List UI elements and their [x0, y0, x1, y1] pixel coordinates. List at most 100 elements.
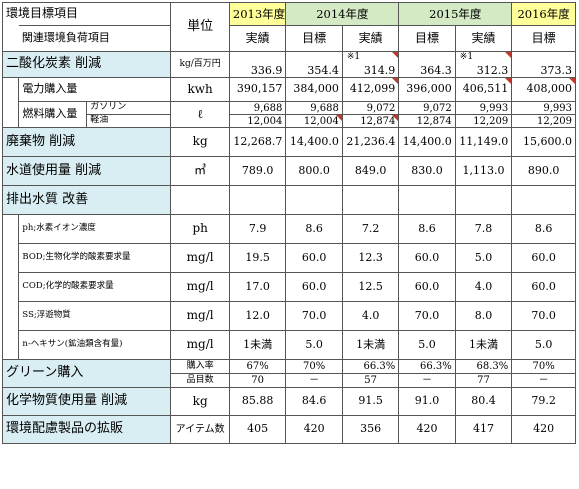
- environment-target-table-wrapper: 環境目標項目 単位 2013年度 2014年度 2015年度 2016年度 関連…: [1, 2, 576, 444]
- electricity-2015-actual: 406,511: [454, 77, 513, 102]
- chemical-label: 化学物質使用量 削減: [1, 387, 172, 416]
- effluent-cod-2015-actual: 4.0: [454, 272, 513, 302]
- effluent-cod-2013: 17.0: [228, 272, 287, 302]
- effluent-cod-label: COD;化学的酸素要求量: [18, 272, 172, 302]
- chemical-2015-target: 91.0: [398, 387, 456, 416]
- chemical-2014-target: 84.6: [285, 387, 343, 416]
- header-sub-title: 関連環境負荷項目: [18, 25, 172, 52]
- effluent-cod-2014-actual: 12.5: [341, 272, 400, 302]
- header-year-2013: 2013年度: [228, 2, 287, 26]
- diesel-2014-target: 12,004: [285, 114, 343, 128]
- electricity-2015-target: 396,000: [398, 77, 456, 102]
- header-2013-actual: 実績: [228, 25, 287, 52]
- effluent-ss-2014-target: 70.0: [285, 301, 343, 331]
- effluent-ss-2013: 12.0: [228, 301, 287, 331]
- co2-2014-actual: ※1 314.9: [341, 51, 400, 78]
- water-unit: ㎥: [170, 156, 230, 186]
- effluent-cod-unit: mg/l: [170, 272, 230, 302]
- green-items-2014-target: －: [285, 373, 343, 388]
- eco-products-2014-actual: 356: [341, 415, 400, 444]
- header-2014-actual: 実績: [341, 25, 400, 52]
- co2-label: 二酸化炭素 削減: [1, 51, 172, 78]
- effluent-bod-2015-actual: 5.0: [454, 243, 513, 273]
- diesel-2015-actual: 12,209: [454, 114, 513, 128]
- environment-target-table: 環境目標項目 単位 2013年度 2014年度 2015年度 2016年度 関連…: [1, 2, 576, 444]
- effluent-label: 排出水質 改善: [1, 185, 172, 215]
- electricity-unit: kwh: [170, 77, 230, 102]
- header-2014-target: 目標: [285, 25, 343, 52]
- effluent-cod-2014-target: 60.0: [285, 272, 343, 302]
- eco-products-2013: 405: [228, 415, 287, 444]
- effluent-hexane-2015-target: 5.0: [398, 330, 456, 360]
- effluent-hexane-label: n-ヘキサン(鉱油類含有量): [18, 330, 172, 360]
- green-rate-2015-target: 66.3%: [398, 359, 456, 374]
- green-items-2015-actual: 77: [454, 373, 513, 388]
- diesel-2014-actual: 12,874: [341, 114, 400, 128]
- electricity-2016-target: 408,000: [511, 77, 576, 102]
- effluent-ph-label: ph;水素イオン濃度: [18, 214, 172, 244]
- effluent-hexane-2015-actual: 1未満: [454, 330, 513, 360]
- chemical-2016-target: 79.2: [511, 387, 576, 416]
- eco-products-label: 環境配慮製品の拡販: [1, 415, 172, 444]
- effluent-bod-2014-target: 60.0: [285, 243, 343, 273]
- effluent-ph-2014-actual: 7.2: [341, 214, 400, 244]
- effluent-bod-2015-target: 60.0: [398, 243, 456, 273]
- effluent-bod-2016-target: 60.0: [511, 243, 576, 273]
- green-rate-2016-target: 70%: [511, 359, 576, 374]
- effluent-cod-2016-target: 60.0: [511, 272, 576, 302]
- header-2015-target: 目標: [398, 25, 456, 52]
- waste-2014-actual: 21,236.4: [341, 127, 400, 157]
- co2-2013-actual: 336.9: [228, 51, 287, 78]
- waste-2013: 12,268.7: [228, 127, 287, 157]
- co2-2015-target: 364.3: [398, 51, 456, 78]
- water-2013: 789.0: [228, 156, 287, 186]
- water-2015-actual: 1,113.0: [454, 156, 513, 186]
- fuel-unit: ℓ: [170, 101, 230, 128]
- eco-products-2014-target: 420: [285, 415, 343, 444]
- fuel-diesel-label: 軽油: [86, 114, 172, 128]
- effluent-ph-2015-actual: 7.8: [454, 214, 513, 244]
- chemical-2013: 85.88: [228, 387, 287, 416]
- water-2016-target: 890.0: [511, 156, 576, 186]
- electricity-2014-target: 384,000: [285, 77, 343, 102]
- water-2015-target: 830.0: [398, 156, 456, 186]
- electricity-2013: 390,157: [228, 77, 287, 102]
- effluent-cod-2015-target: 60.0: [398, 272, 456, 302]
- effluent-bod-label: BOD;生物化学的酸素要求量: [18, 243, 172, 273]
- green-rate-2015-actual: 68.3%: [454, 359, 513, 374]
- chemical-unit: kg: [170, 387, 230, 416]
- co2-2014-target: 354.4: [285, 51, 343, 78]
- chemical-2015-actual: 80.4: [454, 387, 513, 416]
- fuel-label: 燃料購入量: [18, 101, 88, 128]
- green-rate-2014-target: 70%: [285, 359, 343, 374]
- effluent-bod-2013: 19.5: [228, 243, 287, 273]
- water-label: 水道使用量 削減: [1, 156, 172, 186]
- eco-products-2015-actual: 417: [454, 415, 513, 444]
- waste-2014-target: 14,400.0: [285, 127, 343, 157]
- green-items-2015-target: －: [398, 373, 456, 388]
- eco-products-2015-target: 420: [398, 415, 456, 444]
- gasoline-2015-target: 9,072: [398, 101, 456, 115]
- co2-2014-note: ※1: [346, 52, 361, 62]
- green-items-2016-target: －: [511, 373, 576, 388]
- waste-label: 廃棄物 削減: [1, 127, 172, 157]
- gasoline-2016-target: 9,993: [511, 101, 576, 115]
- header-year-2016: 2016年度: [511, 2, 576, 26]
- effluent-ss-unit: mg/l: [170, 301, 230, 331]
- co2-2015-actual: ※1 312.3: [454, 51, 513, 78]
- gasoline-2014-actual: 9,072: [341, 101, 400, 115]
- effluent-ss-2015-target: 70.0: [398, 301, 456, 331]
- eco-products-2016-target: 420: [511, 415, 576, 444]
- gasoline-2014-target: 9,688: [285, 101, 343, 115]
- effluent-hexane-2016-target: 5.0: [511, 330, 576, 360]
- green-items-2013: 70: [228, 373, 287, 388]
- diesel-2015-target: 12,874: [398, 114, 456, 128]
- green-label: グリーン購入: [1, 359, 172, 388]
- green-rate-2013: 67%: [228, 359, 287, 374]
- effluent-ss-2016-target: 70.0: [511, 301, 576, 331]
- effluent-ss-2014-actual: 4.0: [341, 301, 400, 331]
- electricity-2014-actual: 412,099: [341, 77, 400, 102]
- green-rate-2014-actual: 66.3%: [341, 359, 400, 374]
- green-items-label: 品目数: [170, 373, 230, 388]
- waste-2015-target: 14,400.0: [398, 127, 456, 157]
